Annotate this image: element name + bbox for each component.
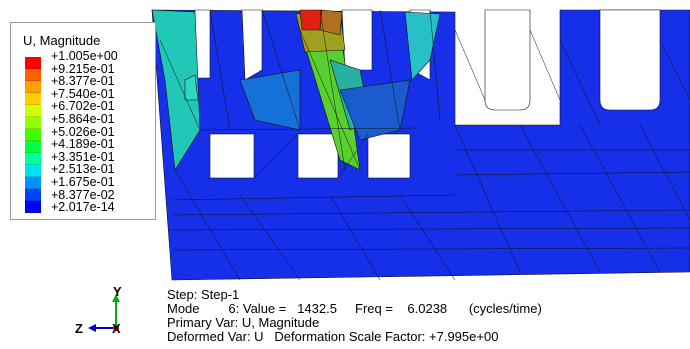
legend-label: +5.864e-01: [51, 111, 115, 126]
legend-label: +1.675e-01: [51, 174, 115, 189]
legend-swatch: [25, 189, 41, 201]
deformed-region: [184, 74, 199, 101]
legend-swatch: [25, 57, 41, 69]
deformed-region: [299, 9, 323, 31]
legend-swatch: [25, 129, 41, 141]
legend-swatch: [25, 69, 41, 81]
legend-swatch: [25, 93, 41, 105]
step-line: Step: Step-1: [167, 287, 240, 302]
legend-label: +4.189e-01: [51, 137, 115, 152]
deformed-region: [319, 9, 343, 36]
top-notch: [599, 9, 661, 111]
deformed-mesh: [151, 9, 690, 281]
legend-swatch: [25, 177, 41, 189]
legend-swatch: [25, 165, 41, 177]
deformed-region: [404, 11, 441, 81]
legend-swatch: [25, 105, 41, 117]
slot-opening: [367, 133, 411, 179]
z-axis-label: Z: [75, 321, 83, 336]
x-axis-label: X: [112, 321, 121, 336]
deformed-var-line: Deformed Var: U Deformation Scale Factor…: [167, 329, 499, 344]
top-notch: [484, 9, 531, 111]
legend-label: +7.540e-01: [51, 86, 115, 101]
legend-swatch: [25, 117, 41, 129]
slot-opening: [209, 133, 255, 179]
legend-label: +3.351e-01: [51, 149, 115, 164]
y-axis-label: Y: [113, 284, 122, 299]
legend-label: +2.513e-01: [51, 162, 115, 177]
contour-legend: U, Magnitude +1.005e+00 +9.215e-01 +8.377e…: [10, 22, 156, 220]
legend-label: +5.026e-01: [51, 124, 115, 139]
legend-swatch: [25, 81, 41, 93]
gap: [241, 9, 263, 81]
legend-label: +1.005e+00: [51, 49, 118, 63]
legend-color-scale: [25, 57, 49, 213]
mode-line: Mode 6: Value = 1432.5 Freq = 6.0238 (cy…: [167, 301, 542, 316]
legend-swatch: [25, 201, 41, 213]
legend-swatch: [25, 153, 41, 165]
axis-triad: Y Z X: [70, 282, 130, 342]
legend-label: +8.377e-01: [51, 74, 115, 89]
legend-title: U, Magnitude: [23, 33, 101, 48]
analysis-info: Step: Step-1 Mode 6: Value = 1432.5 Freq…: [167, 288, 542, 344]
slot-opening: [297, 133, 339, 179]
gap: [341, 9, 373, 71]
legend-label: +6.702e-01: [51, 99, 115, 114]
legend-label: +8.377e-02: [51, 187, 115, 202]
legend-label: +9.215e-01: [51, 61, 115, 76]
primary-var-line: Primary Var: U, Magnitude: [167, 315, 320, 330]
deformed-region: [151, 9, 201, 171]
triad-icon: [88, 294, 120, 332]
legend-swatch: [25, 141, 41, 153]
legend-labels: +1.005e+00 +9.215e-01 +8.377e-01 +7.540e-01…: [51, 50, 118, 214]
legend-label: +2.017e-14: [51, 200, 115, 215]
